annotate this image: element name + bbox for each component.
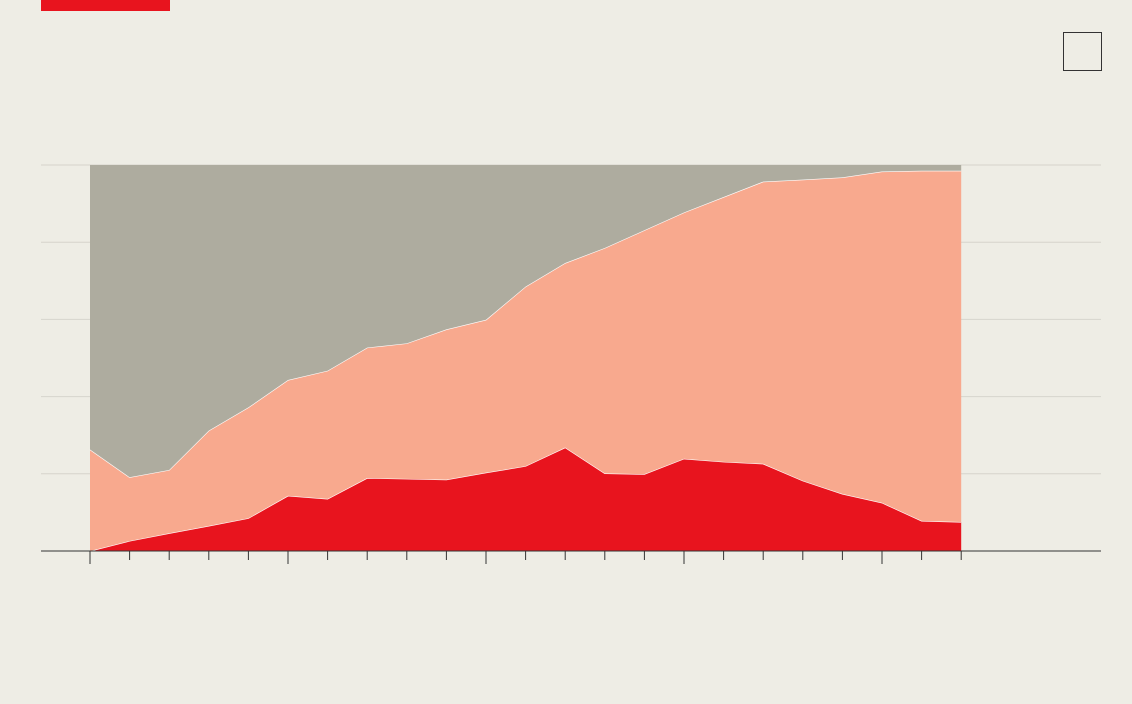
expand-box-icon[interactable] — [1063, 32, 1102, 71]
area-series-2 — [90, 170, 962, 552]
area-series-3 — [90, 165, 962, 478]
accent-bar — [41, 0, 170, 11]
area-series-1 — [90, 447, 962, 551]
